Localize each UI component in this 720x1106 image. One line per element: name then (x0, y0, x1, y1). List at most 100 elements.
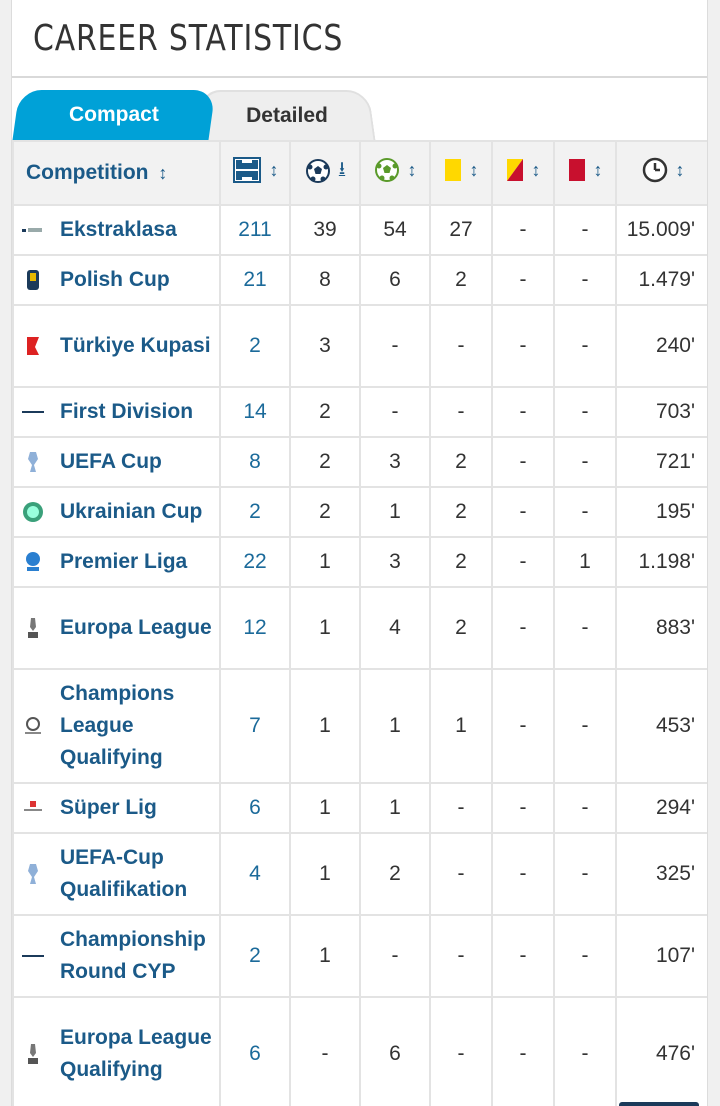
yellow-card-icon (444, 159, 461, 181)
competition-logo-icon (22, 1043, 44, 1065)
yellow-cards-cell: 2 (429, 586, 493, 670)
yellow-cards-cell: 2 (429, 436, 493, 488)
assists-cell: 6 (359, 254, 431, 306)
competition-logo-icon (22, 863, 44, 885)
yellow-red-cards-column-header[interactable]: ↕ (491, 140, 555, 206)
appearances-link[interactable]: 6 (219, 996, 291, 1106)
competition-column-header[interactable]: Competition ↕ (12, 140, 221, 206)
yellow-cards-cell: 2 (429, 254, 493, 306)
ball-goals-icon (305, 159, 330, 183)
competition-cell: Polish Cup (12, 254, 221, 306)
table-row: Süper Lig 6 1 1- - -294' (12, 782, 707, 834)
table-row: Championship Round CYP 2 1- - - -107' (12, 914, 707, 998)
assists-cell: 1 (359, 782, 431, 834)
yellow-red-cards-cell: - (491, 832, 555, 916)
pitch-appearances-icon (232, 157, 261, 183)
competition-logo-icon (22, 219, 44, 241)
competition-logo-icon (22, 797, 44, 819)
assists-cell: 3 (359, 436, 431, 488)
yellow-cards-column-header[interactable]: ↕ (429, 140, 493, 206)
yellow-red-card-icon (506, 159, 523, 181)
table-row: First Division 14 2- - - -703' (12, 386, 707, 438)
assists-cell: 3 (359, 536, 431, 588)
competition-link[interactable]: UEFA-Cup Qualifikation (60, 846, 188, 901)
appearances-column-header[interactable]: ↕ (219, 140, 291, 206)
competition-link[interactable]: Europa League Qualifying (60, 1026, 212, 1081)
appearances-link[interactable]: 12 (219, 586, 291, 670)
competition-link[interactable]: Süper Lig (60, 796, 157, 819)
sort-icon[interactable]: ↕ (158, 163, 168, 183)
appearances-link[interactable]: 22 (219, 536, 291, 588)
yellow-red-cards-cell: - (491, 782, 555, 834)
competition-link[interactable]: Championship Round CYP (60, 928, 206, 983)
competition-cell: Süper Lig (12, 782, 221, 834)
appearances-link[interactable]: 21 (219, 254, 291, 306)
red-cards-cell: - (553, 996, 617, 1106)
goals-cell: 1 (289, 586, 361, 670)
competition-cell: Champions League Qualifying (12, 668, 221, 784)
goals-cell: 1 (289, 914, 361, 998)
red-cards-cell: - (553, 304, 617, 388)
yellow-red-cards-cell: - (491, 536, 555, 588)
appearances-link[interactable]: 4 (219, 832, 291, 916)
appearances-link[interactable]: 8 (219, 436, 291, 488)
minutes-cell: 107' (615, 914, 707, 998)
goals-cell: 2 (289, 386, 361, 438)
career-statistics-card: CAREER STATISTICS Compact Detailed Compe… (11, 0, 708, 1106)
table-row: UEFA-Cup Qualifikation 4 1 2- - -325' (12, 832, 707, 916)
sort-icon[interactable]: ↕ (469, 159, 479, 180)
competition-link[interactable]: Polish Cup (60, 268, 170, 291)
sort-icon[interactable]: ↕ (269, 159, 279, 180)
assists-cell: - (359, 304, 431, 388)
goals-cell: - (289, 996, 361, 1106)
yellow-cards-cell: - (429, 386, 493, 438)
appearances-link[interactable]: 14 (219, 386, 291, 438)
competition-link[interactable]: Ukrainian Cup (60, 500, 203, 523)
yellow-red-cards-cell: - (491, 486, 555, 538)
yellow-cards-cell: 27 (429, 204, 493, 256)
minutes-cell: 240' (615, 304, 707, 388)
competition-logo-icon (22, 617, 44, 639)
stats-table: Competition ↕ ↕ ⭳ ↕ ↕ ↕ (12, 140, 707, 1106)
yellow-cards-cell: 2 (429, 536, 493, 588)
sort-icon[interactable]: ↕ (407, 159, 417, 180)
competition-link[interactable]: UEFA Cup (60, 450, 162, 473)
appearances-link[interactable]: 6 (219, 782, 291, 834)
competition-link[interactable]: Europa League (60, 616, 212, 639)
minutes-cell: 294' (615, 782, 707, 834)
goals-cell: 2 (289, 436, 361, 488)
competition-logo-icon (22, 501, 44, 523)
competition-link[interactable]: Türkiye Kupasi (60, 334, 211, 357)
competition-logo-icon (22, 715, 44, 737)
yellow-cards-cell: - (429, 304, 493, 388)
sort-icon[interactable]: ↕ (531, 159, 541, 180)
yellow-cards-cell: - (429, 914, 493, 998)
red-cards-column-header[interactable]: ↕ (553, 140, 617, 206)
tab-compact[interactable]: Compact (12, 90, 216, 140)
competition-cell: UEFA Cup (12, 436, 221, 488)
assists-cell: 54 (359, 204, 431, 256)
sort-icon[interactable]: ↕ (675, 159, 685, 180)
competition-link[interactable]: Ekstraklasa (60, 218, 177, 241)
tab-detailed[interactable]: Detailed (198, 90, 376, 140)
sort-icon[interactable]: ↕ (593, 159, 603, 180)
minutes-cell: 15.009' (615, 204, 707, 256)
appearances-link[interactable]: 7 (219, 668, 291, 784)
competition-link[interactable]: Champions League Qualifying (60, 682, 175, 769)
goals-cell: 1 (289, 536, 361, 588)
competition-link[interactable]: Premier Liga (60, 550, 188, 573)
goals-cell: 8 (289, 254, 361, 306)
appearances-link[interactable]: 2 (219, 304, 291, 388)
minutes-cell: 883' (615, 586, 707, 670)
minutes-column-header[interactable]: ↕ (615, 140, 707, 206)
competition-link[interactable]: First Division (60, 400, 194, 423)
competition-cell: Championship Round CYP (12, 914, 221, 998)
sort-active-icon[interactable]: ⭳ (338, 158, 346, 178)
goals-column-header[interactable]: ⭳ (289, 140, 361, 206)
appearances-link[interactable]: 211 (219, 204, 291, 256)
appearances-link[interactable]: 2 (219, 914, 291, 998)
appearances-link[interactable]: 2 (219, 486, 291, 538)
yellow-red-cards-cell: - (491, 436, 555, 488)
table-row: Ukrainian Cup 2 2 1 2- -195' (12, 486, 707, 538)
assists-column-header[interactable]: ↕ (359, 140, 431, 206)
